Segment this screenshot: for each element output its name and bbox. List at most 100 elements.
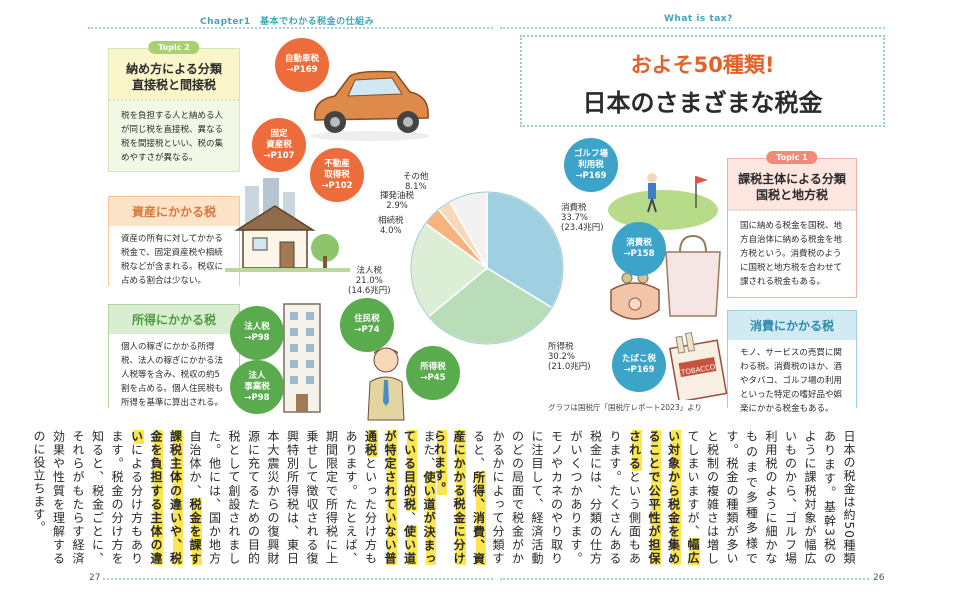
topic2-tag: Topic 2 (148, 41, 200, 54)
left-text-5: 他には、国か地方自治体か、 (188, 430, 222, 566)
corporate-business-tax-ref: →P98 (244, 392, 270, 403)
asset-tax-title: 資産にかかる税 (109, 197, 239, 226)
corporate-tax-ref: →P98 (244, 333, 270, 343)
tobacco-tax-badge: たばこ税 →P169 (612, 338, 666, 392)
income-tax-badge: 所得税 →P45 (406, 346, 460, 400)
topic1-body: 国に納める税金を国税、地方自治体に納める税金を地方税という。消費税のように国税と… (740, 221, 843, 287)
resident-tax-name: 住民税 (354, 314, 380, 324)
body-text-right: 日本の税金は約50種類あります。基幹3税のように課税対象が幅広いものから、ゴルフ… (432, 430, 858, 566)
pie-label-gasoline-name: 揮発油税 (380, 191, 415, 201)
resident-tax-ref: →P74 (354, 325, 380, 335)
right-text-5: たくさんある税金には、分類の仕方がいくつかあります。 (569, 430, 622, 566)
golf-tax-ref: →P169 (575, 170, 607, 181)
fixed-asset-tax-badge: 固定 資産税 →P107 (252, 118, 306, 172)
businessman-illustration (367, 347, 405, 421)
car-illustration (310, 70, 430, 141)
consumption-tax-body: モノ、サービスの売買に関わる税。消費税のほか、酒やタバコ、ゴルフ場の利用といった… (728, 340, 856, 422)
pie-label-other-value: 8.1% (404, 182, 427, 192)
pie-label-gasoline: 揮発油税 2.9% (380, 191, 414, 211)
pie-label-income-value: 30.2% (548, 352, 576, 362)
real-estate-tax-name: 不動産 取得税 (324, 158, 350, 180)
pie-label-other-name: その他 (403, 172, 429, 182)
footer-rule-left (88, 578, 493, 580)
pie-label-inheritance-value: 4.0% (379, 226, 402, 236)
tobacco-tax-ref: →P169 (623, 365, 655, 375)
right-text-1: 基幹3税のように課税対象が幅広いものから、ゴルフ場利用税のように細かなものまで多… (725, 430, 837, 565)
pie-label-corporate-amount: (14.6兆円) (348, 286, 391, 296)
chapter-header: Chapter1 基本でわかる税金の仕組み (200, 17, 375, 27)
topic2-card: Topic 2 納め方による分類 直接税と間接税 税を負担する人と納める人が同じ… (108, 41, 240, 172)
title-line1: およそ50種類! (630, 53, 775, 77)
resident-tax-badge: 住民税 →P74 (340, 298, 394, 352)
corporate-tax-badge: 法人税 →P98 (230, 306, 284, 360)
office-building-illustration (283, 303, 321, 413)
golf-tax-badge: ゴルフ場 利用税 →P169 (564, 138, 618, 192)
corporate-tax-name: 法人税 (244, 322, 270, 332)
consumption-tax-title: 消費にかかる税 (728, 311, 856, 340)
title-line2: 日本のさまざまな税金 (582, 89, 823, 117)
pie-label-inheritance: 相続税 4.0% (378, 216, 404, 236)
car-tax-badge: 自動車税 →P169 (275, 38, 329, 92)
right-text-0: 日本の税金は約50種類あります。 (822, 430, 857, 565)
income-tax-name: 所得税 (420, 362, 446, 372)
real-estate-tax-ref: →P102 (321, 180, 353, 191)
topic1-card: Topic 1 課税主体による分類 国税と地方税 国に納める税金を国税、地方自治… (727, 151, 857, 298)
pie-label-corporate-value: 21.0% (355, 276, 383, 286)
pie-label-consumption-amount: (23.4兆円) (561, 223, 604, 233)
consumption-tax-name: 消費税 (626, 238, 652, 248)
pie-label-gasoline-value: 2.9% (386, 201, 408, 211)
pie-label-consumption-name: 消費税 (561, 203, 587, 213)
title-box: およそ50種類! 日本のさまざまな税金 (520, 35, 885, 127)
pie-label-income: 所得税 30.2% (21.0兆円) (548, 342, 591, 372)
fixed-asset-tax-ref: →P107 (263, 150, 295, 161)
pie-label-income-amount: (21.0兆円) (548, 362, 591, 372)
topic2-heading: 納め方による分類 直接税と間接税 (109, 49, 239, 101)
pie-label-consumption-value: 33.7% (561, 213, 589, 223)
pie-outline (410, 191, 564, 345)
fixed-asset-tax-name: 固定 資産税 (266, 128, 292, 150)
left-text-0: また、 (422, 430, 436, 471)
asset-tax-body: 資産の所有に対してかかる税金で、固定資産税や相続税などが含まれる。税収に占める割… (109, 226, 239, 294)
car-tax-ref: →P169 (286, 65, 318, 75)
consumption-tax-box: 消費にかかる税 モノ、サービスの売買に関わる税。消費税のほか、酒やタバコ、ゴルフ… (727, 310, 857, 422)
pie-label-other: その他 8.1% (403, 172, 429, 192)
corporate-business-tax-name: 法人 事業税 (244, 370, 270, 392)
house-illustration (225, 178, 350, 272)
pie-label-corporate: 法人税 21.0% (14.6兆円) (348, 266, 391, 296)
consumption-tax-ref: →P158 (623, 249, 655, 259)
tax-revenue-pie-chart (410, 191, 564, 345)
corporate-business-tax-badge: 法人 事業税 →P98 (230, 360, 284, 414)
chart-source: グラフは国税庁「国税庁レポート2023」より (548, 403, 702, 412)
header-rule-right (500, 27, 885, 29)
right-text-6: モノやカネのやり取りに注目して、経済活動のどの局面で税金がかかるかによって分類す… (471, 430, 564, 565)
pie-label-corporate-name: 法人税 (356, 266, 383, 276)
shopping-bag-illustration (665, 234, 721, 317)
left-text-7: による分け方もあります。税金の分け方を知ると、税金ごとに、それらがもたらす経済効… (32, 430, 144, 566)
left-text-2: 、 (402, 511, 417, 525)
income-tax-title: 所得にかかる税 (109, 305, 239, 334)
golf-illustration (608, 173, 718, 230)
real-estate-tax-badge: 不動産 取得税 →P102 (310, 148, 364, 202)
income-tax-body: 個人の稼ぎにかかる所得税、法人の稼ぎにかかる法人税等を含み、税収の約5割を占める… (109, 334, 239, 416)
header-rule-left (88, 27, 493, 29)
right-text-4: という側面もあります。 (608, 430, 642, 566)
left-text-4: といった分け方もあります。たとえば、期間限定で所得税に上乗せして徴収される復興特… (207, 430, 378, 566)
pie-label-inheritance-name: 相続税 (378, 216, 404, 226)
golf-tax-name: ゴルフ場 利用税 (573, 148, 608, 170)
page-number-right: 26 (870, 573, 888, 583)
income-tax-box: 所得にかかる税 個人の稼ぎにかかる所得税、法人の稼ぎにかかる法人税等を含み、税収… (108, 304, 240, 416)
body-text-left: また、使い道が決まっている目的税、使い道が特定されていない普通税といった分け方も… (32, 430, 438, 566)
section-header: What is tax? (664, 14, 733, 24)
pie-label-income-name: 所得税 (548, 342, 574, 352)
tobacco-illustration: TOBACCO (668, 331, 728, 400)
topic1-tag: Topic 1 (766, 151, 818, 164)
topic2-body: 税を負担する人と納める人が同じ税を直接税、異なる税を間接税といい、税の集めやすさ… (121, 111, 224, 163)
asset-tax-box: 資産にかかる税 資産の所有に対してかかる税金で、固定資産税や相続税などが含まれる… (108, 196, 240, 294)
car-tax-name: 自動車税 (284, 54, 319, 64)
footer-rule-right (500, 578, 885, 580)
right-text-2: 税金の種類が多いと税制の複雑さは増してしまいますが、 (686, 430, 739, 566)
income-tax-ref: →P45 (420, 373, 446, 383)
consumption-tax-badge: 消費税 →P158 (612, 222, 666, 276)
topic1-heading: 課税主体による分類 国税と地方税 (728, 159, 856, 211)
purse-illustration (610, 272, 660, 320)
